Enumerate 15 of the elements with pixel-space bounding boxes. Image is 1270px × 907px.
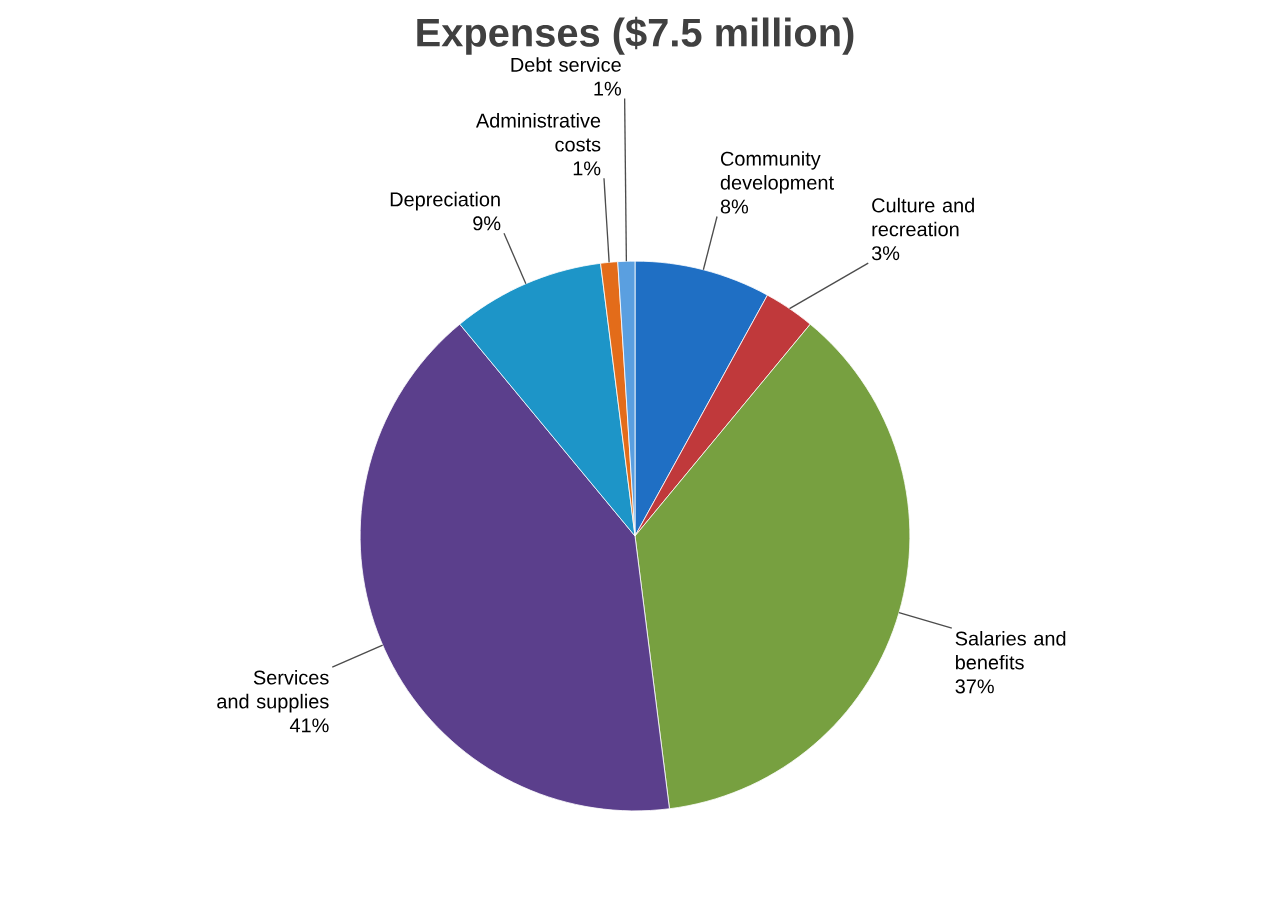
slice-label: Salaries and benefits <box>955 630 1066 670</box>
slice-label: Services and supplies <box>217 669 329 713</box>
slice-label: Culture and recreation <box>872 197 974 237</box>
data-label: 9% <box>473 216 501 231</box>
slice-label: Community development <box>720 151 834 194</box>
slice-label: Administrative costs <box>475 112 601 152</box>
data-label: 8% <box>720 199 749 214</box>
data-label: 1% <box>594 81 621 96</box>
slice-label: Debt service <box>511 57 621 72</box>
data-label: 1% <box>573 161 601 176</box>
chart-title: Expenses ($7.5 million) <box>417 16 854 55</box>
data-label: 3% <box>871 246 900 261</box>
data-label: 37% <box>955 679 994 694</box>
slice-label: Depreciation <box>390 191 500 211</box>
data-label: 41% <box>289 718 329 733</box>
